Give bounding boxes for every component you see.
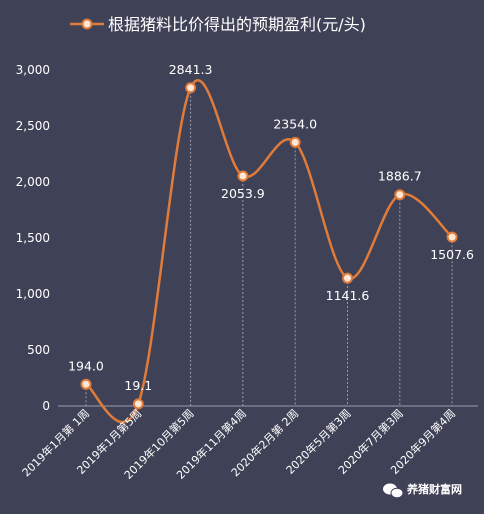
data-label: 2841.3 [169,62,213,77]
wechat-icon [383,483,404,499]
data-point [394,189,406,201]
data-label: 194.0 [68,358,104,373]
y-tick-label: 1,000 [16,287,50,301]
drop-lines [85,87,453,406]
series-line [85,78,453,424]
data-labels: 194.0 19.1 2841.3 2053.9 2354.0 1141.6 1886.7 1… [68,62,474,393]
data-point [80,378,92,390]
y-tick-label: 3,000 [16,63,50,77]
data-label: 19.1 [124,378,152,393]
data-point [289,136,301,148]
y-tick-label: 2,500 [16,119,50,133]
watermark-text: 养猪财富网 [406,482,462,496]
data-point [342,272,353,284]
y-tick-label: 2,000 [16,175,50,189]
x-axis: 2019年1月第 1周2019年1月第5周2019年10月第5周2019年11月… [19,406,458,482]
data-label: 1141.6 [326,288,370,303]
data-label: 1507.6 [430,247,474,262]
data-point [446,231,458,243]
data-label: 1886.7 [378,169,422,184]
legend-marker [81,18,93,30]
legend: 根据猪料比价得出的预期盈利(元/头) [70,15,366,34]
data-label: 2053.9 [221,186,265,201]
y-tick-label: 0 [42,399,50,413]
watermark: 养猪财富网 [383,482,462,499]
y-axis: 0 500 1,000 1,500 2,000 2,500 3,000 [16,63,50,413]
chart-title: 根据猪料比价得出的预期盈利(元/头) [108,15,366,34]
data-point [132,398,144,410]
markers [80,82,458,410]
y-tick-label: 1,500 [16,231,50,245]
data-point [237,170,249,182]
y-tick-label: 500 [27,343,50,357]
data-label: 2354.0 [273,116,317,131]
data-point [185,82,197,94]
